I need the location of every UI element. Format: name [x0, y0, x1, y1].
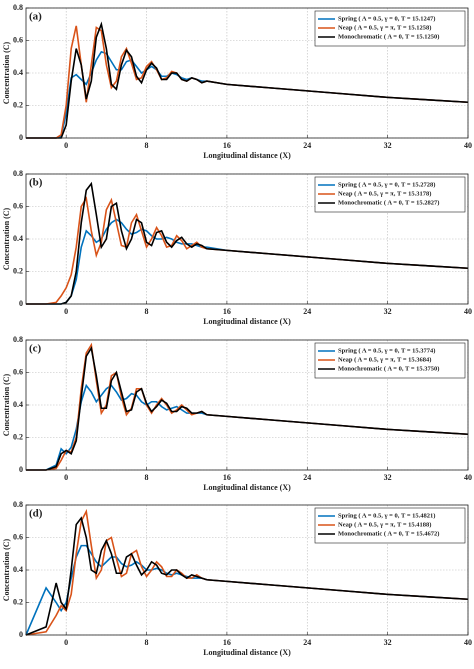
x-tick-label: 0: [64, 307, 68, 316]
y-tick-label: 0.6: [13, 201, 23, 210]
panel: 0 0.2 0.4 0.6 0.8 0 8 16 24 32 40 (a) Longitudinal d…: [2, 3, 472, 160]
x-axis-label: Longitudinal distance (X): [203, 317, 291, 326]
x-tick-label: 0: [64, 473, 68, 482]
x-tick-label: 32: [384, 141, 392, 150]
x-axis-label: Longitudinal distance (X): [203, 483, 291, 492]
y-tick-label: 0.6: [13, 532, 23, 541]
y-tick-label: 0.4: [13, 565, 23, 574]
x-tick-label: 16: [223, 473, 231, 482]
legend-box: [314, 507, 466, 544]
x-tick-label: 0: [64, 638, 68, 647]
legend-label: Neap ( A = 0.5, γ = π, T = 15.4188): [338, 521, 431, 528]
x-tick-label: 32: [384, 473, 392, 482]
y-tick-label: 0.8: [13, 500, 23, 509]
x-tick-label: 8: [145, 638, 149, 647]
axes-frame: [25, 504, 469, 636]
x-tick-label: 40: [464, 638, 472, 647]
panel: 0 0.2 0.4 0.6 0.8 0 8 16 24 32 40 (c) Longitudinal d…: [2, 335, 472, 492]
x-tick-label: 24: [303, 638, 311, 647]
y-tick-label: 0: [19, 133, 23, 142]
x-tick-label: 16: [223, 638, 231, 647]
series-line: [26, 21, 469, 139]
x-tick-label: 24: [303, 307, 311, 316]
y-tick-label: 0.2: [13, 432, 23, 441]
series-line: [26, 345, 469, 471]
legend-label: Monochromatic ( A = 0, T = 15.3750): [338, 365, 439, 372]
legend-box: [314, 342, 466, 379]
y-tick-label: 0: [19, 465, 23, 474]
panel-label: (c): [29, 343, 42, 355]
series-line: [26, 181, 469, 305]
legend-label: Spring ( A = 0.5, γ = 0, T = 15.2728): [338, 181, 435, 188]
y-tick-label: 0.4: [13, 234, 23, 243]
legend-box: [314, 10, 466, 47]
panel: 0 0.2 0.4 0.6 0.8 0 8 16 24 32 40 (d) Longitudinal d…: [2, 500, 472, 657]
y-axis-label: Concentration (C): [2, 373, 11, 436]
x-axis-label: Longitudinal distance (X): [203, 648, 291, 657]
y-tick-label: 0: [19, 299, 23, 308]
legend-box: [314, 176, 466, 213]
y-axis-label: Concentration (C): [2, 41, 11, 104]
y-tick-label: 0.8: [13, 169, 23, 178]
x-tick-label: 24: [303, 473, 311, 482]
y-tick-label: 0.8: [13, 335, 23, 344]
y-tick-label: 0.4: [13, 400, 23, 409]
legend-label: Spring ( A = 0.5, γ = 0, T = 15.1247): [338, 15, 435, 22]
y-tick-label: 0.6: [13, 367, 23, 376]
x-tick-label: 8: [145, 307, 149, 316]
axes-frame: [25, 339, 469, 471]
y-tick-label: 0.2: [13, 100, 23, 109]
panel-label: (a): [29, 11, 42, 23]
x-tick-label: 0: [64, 141, 68, 150]
y-tick-label: 0.2: [13, 266, 23, 275]
y-tick-label: 0.6: [13, 35, 23, 44]
x-tick-label: 8: [145, 473, 149, 482]
x-tick-label: 40: [464, 473, 472, 482]
x-tick-label: 32: [384, 638, 392, 647]
legend-label: Monochromatic ( A = 0, T = 15.2827): [338, 199, 439, 206]
y-axis-label: Concentration (C): [2, 207, 11, 270]
x-tick-label: 40: [464, 307, 472, 316]
x-tick-label: 16: [223, 141, 231, 150]
y-tick-label: 0.4: [13, 68, 23, 77]
legend-label: Neap ( A = 0.5, γ = π, T = 15.1258): [338, 24, 431, 31]
legend-label: Neap ( A = 0.5, γ = π, T = 15.3178): [338, 190, 431, 197]
y-axis-label: Concentration (C): [2, 538, 11, 601]
x-tick-label: 16: [223, 307, 231, 316]
legend-label: Monochromatic ( A = 0, T = 15.4672): [338, 530, 439, 537]
y-tick-label: 0.2: [13, 597, 23, 606]
x-tick-label: 24: [303, 141, 311, 150]
legend-label: Spring ( A = 0.5, γ = 0, T = 15.3774): [338, 347, 435, 354]
panel-label: (d): [29, 508, 43, 520]
panel: 0 0.2 0.4 0.6 0.8 0 8 16 24 32 40 (b) Longitudinal d…: [2, 169, 472, 326]
legend-label: Neap ( A = 0.5, γ = π, T = 15.3684): [338, 356, 431, 363]
legend-label: Spring ( A = 0.5, γ = 0, T = 15.4821): [338, 512, 435, 519]
x-tick-label: 40: [464, 141, 472, 150]
x-tick-label: 8: [145, 141, 149, 150]
y-tick-label: 0.8: [13, 3, 23, 12]
legend-label: Monochromatic ( A = 0, T = 15.1250): [338, 33, 439, 40]
series-line: [25, 516, 469, 636]
y-tick-label: 0: [19, 630, 23, 639]
panel-label: (b): [29, 177, 43, 189]
axes-frame: [25, 7, 469, 139]
axes-frame: [25, 173, 469, 305]
x-axis-label: Longitudinal distance (X): [203, 151, 291, 160]
x-tick-label: 32: [384, 307, 392, 316]
